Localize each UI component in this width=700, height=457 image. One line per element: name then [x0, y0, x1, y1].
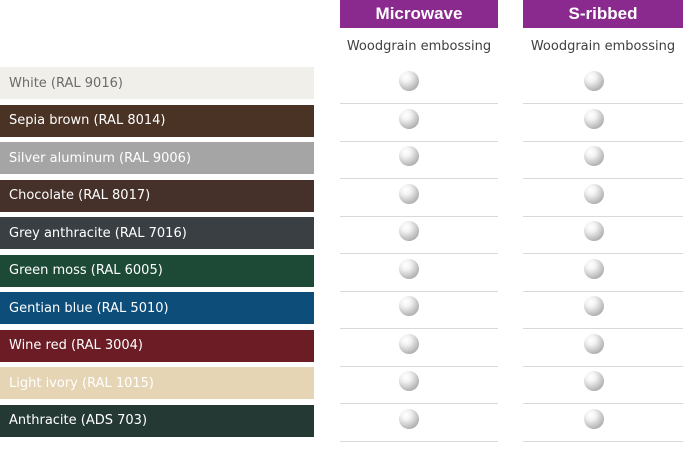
microwave-cell	[340, 330, 498, 367]
row-divider	[340, 290, 498, 292]
color-swatch: White (RAL 9016)	[0, 67, 314, 99]
column-header-microwave: Microwave	[340, 0, 498, 28]
column-header-s-ribbed: S-ribbed	[523, 0, 683, 28]
row-divider	[340, 328, 498, 329]
column-subheader-microwave: Woodgrain embossing	[346, 39, 492, 54]
available-dot-icon	[399, 371, 419, 391]
row-divider	[523, 328, 683, 329]
microwave-cell	[340, 405, 498, 442]
table-row: Chocolate (RAL 8017)	[0, 179, 700, 217]
table-row: Wine red (RAL 3004)	[0, 329, 700, 367]
row-divider	[523, 178, 683, 179]
available-dot-icon	[399, 333, 419, 354]
row-divider	[523, 140, 683, 142]
table-row: Silver aluminum (RAL 9006)	[0, 142, 700, 179]
color-swatch: Anthracite (ADS 703)	[0, 404, 314, 437]
table-row: Green moss (RAL 6005)	[0, 254, 700, 292]
microwave-cell	[340, 67, 498, 104]
available-dot-icon	[584, 296, 604, 316]
row-divider	[523, 253, 683, 254]
row-divider	[340, 140, 498, 142]
available-dot-icon	[584, 221, 604, 241]
color-swatch: Grey anthracite (RAL 7016)	[0, 217, 314, 249]
s-ribbed-cell	[523, 105, 683, 142]
s-ribbed-cell	[523, 255, 683, 292]
microwave-cell	[340, 180, 498, 217]
available-dot-icon	[584, 371, 604, 391]
available-dot-icon	[584, 408, 604, 429]
table-row: Light ivory (RAL 1015)	[0, 367, 700, 404]
s-ribbed-cell	[523, 405, 683, 442]
available-dot-icon	[399, 258, 419, 279]
row-divider	[523, 440, 683, 442]
row-divider	[340, 178, 498, 179]
color-swatch: Silver aluminum (RAL 9006)	[0, 142, 314, 174]
available-dot-icon	[399, 221, 419, 241]
row-divider	[340, 103, 498, 104]
s-ribbed-cell	[523, 367, 683, 404]
s-ribbed-cell	[523, 217, 683, 254]
row-divider	[340, 365, 498, 367]
s-ribbed-cell	[523, 292, 683, 329]
table-row: Anthracite (ADS 703)	[0, 404, 700, 442]
available-dot-icon	[584, 71, 604, 91]
color-swatch: Light ivory (RAL 1015)	[0, 367, 314, 399]
available-dot-icon	[584, 333, 604, 354]
available-dot-icon	[584, 258, 604, 279]
color-swatch: Gentian blue (RAL 5010)	[0, 292, 314, 324]
color-swatch: Sepia brown (RAL 8014)	[0, 104, 314, 137]
row-divider	[523, 365, 683, 367]
available-dot-icon	[399, 108, 419, 129]
column-subheader-s-ribbed: Woodgrain embossing	[530, 39, 676, 54]
row-divider	[523, 215, 683, 217]
row-divider	[340, 253, 498, 254]
row-divider	[340, 403, 498, 404]
available-dot-icon	[399, 408, 419, 429]
microwave-cell	[340, 367, 498, 404]
s-ribbed-cell	[523, 142, 683, 179]
microwave-cell	[340, 217, 498, 254]
available-dot-icon	[584, 108, 604, 129]
available-dot-icon	[399, 183, 419, 204]
microwave-cell	[340, 105, 498, 142]
row-divider	[523, 403, 683, 404]
s-ribbed-cell	[523, 67, 683, 104]
color-swatch: Green moss (RAL 6005)	[0, 254, 314, 287]
table-row: White (RAL 9016)	[0, 67, 700, 104]
table-row: Grey anthracite (RAL 7016)	[0, 217, 700, 254]
row-divider	[340, 440, 498, 442]
available-dot-icon	[399, 296, 419, 316]
microwave-cell	[340, 142, 498, 179]
available-dot-icon	[584, 183, 604, 204]
color-swatch: Wine red (RAL 3004)	[0, 329, 314, 362]
color-swatch: Chocolate (RAL 8017)	[0, 179, 314, 212]
microwave-cell	[340, 292, 498, 329]
microwave-cell	[340, 255, 498, 292]
available-dot-icon	[584, 146, 604, 166]
row-divider	[340, 215, 498, 217]
row-divider	[523, 103, 683, 104]
s-ribbed-cell	[523, 330, 683, 367]
available-dot-icon	[399, 146, 419, 166]
row-divider	[523, 290, 683, 292]
s-ribbed-cell	[523, 180, 683, 217]
available-dot-icon	[399, 71, 419, 91]
table-row: Gentian blue (RAL 5010)	[0, 292, 700, 329]
table-row: Sepia brown (RAL 8014)	[0, 104, 700, 142]
